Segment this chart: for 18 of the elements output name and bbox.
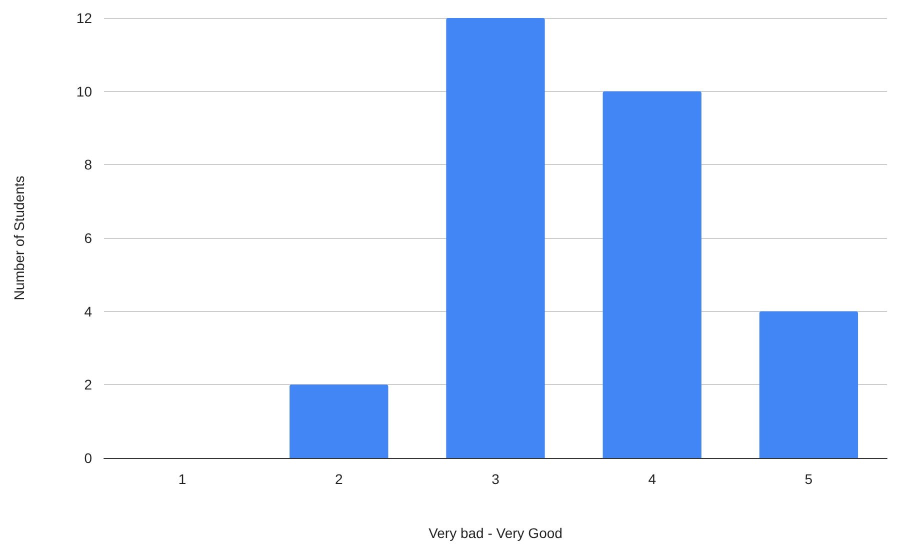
bar xyxy=(759,311,858,458)
y-axis-title: Number of Students xyxy=(11,176,27,300)
bar xyxy=(290,384,388,458)
x-tick-label: 5 xyxy=(804,471,813,487)
x-tick-label: 4 xyxy=(648,471,656,487)
x-tick-label: 1 xyxy=(178,471,186,487)
x-axis-title: Very bad - Very Good xyxy=(428,525,562,541)
y-tick-label: 10 xyxy=(76,83,92,100)
bar xyxy=(446,18,545,458)
y-tick-label: 4 xyxy=(84,303,92,320)
bar xyxy=(602,91,702,458)
y-tick-label: 12 xyxy=(76,10,92,26)
y-tick-label: 0 xyxy=(84,450,92,466)
y-tick-label: 2 xyxy=(84,376,92,393)
y-tick-label: 6 xyxy=(84,230,92,246)
x-tick-label: 3 xyxy=(492,471,500,487)
x-tick-label: 2 xyxy=(335,471,343,487)
y-tick-label: 8 xyxy=(84,156,92,173)
